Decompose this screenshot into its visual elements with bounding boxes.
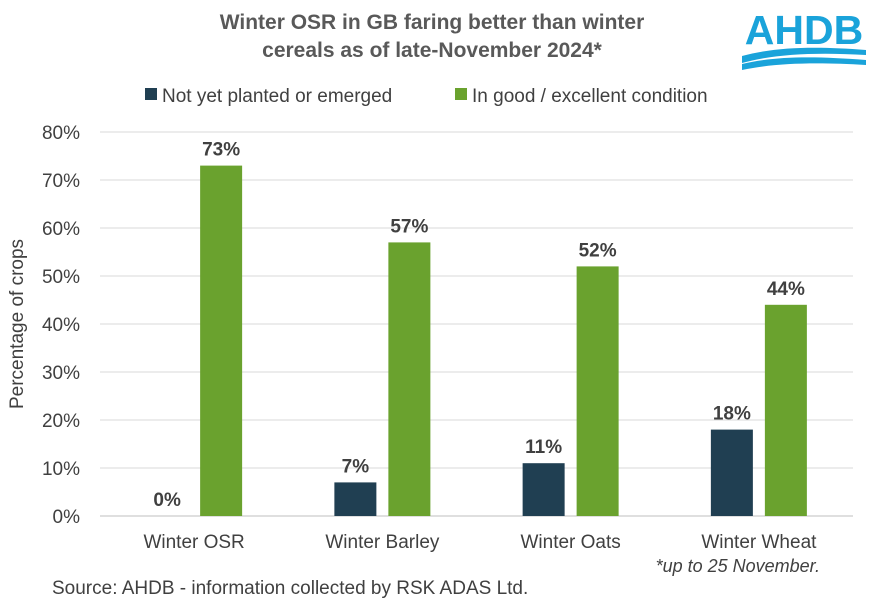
data-label: 7%	[342, 456, 370, 477]
ahdb-logo: AHDB	[742, 7, 866, 70]
data-label: 73%	[202, 140, 240, 161]
legend-label-not-planted: Not yet planted or emerged	[162, 86, 392, 107]
bar-good-condition-winter-barley	[388, 242, 431, 516]
data-label: 57%	[390, 216, 428, 237]
x-tick-label: Winter Oats	[520, 532, 620, 553]
bars	[200, 165, 807, 516]
y-axis-label: Percentage of crops	[7, 239, 28, 409]
data-labels: 0% 73% 7% 57% 11% 52% 18% 44%	[153, 140, 805, 511]
y-tick-label: 20%	[42, 411, 80, 432]
data-label: 0%	[153, 490, 181, 511]
bar-good-condition-winter-oats	[576, 266, 619, 516]
y-axis-ticks: 0% 10% 20% 30% 40% 50% 60% 70% 80%	[42, 123, 80, 528]
bar-not-planted-winter-barley	[334, 482, 377, 516]
footnote: *up to 25 November.	[656, 556, 820, 576]
legend-label-good-condition: In good / excellent condition	[472, 86, 708, 107]
data-label: 11%	[525, 437, 562, 458]
y-tick-label: 60%	[42, 219, 80, 240]
y-tick-label: 80%	[42, 123, 80, 144]
logo-wave-bottom	[742, 57, 866, 70]
legend-swatch-good-condition	[455, 88, 467, 100]
gridlines	[100, 131, 853, 517]
data-label: 52%	[579, 240, 617, 261]
bar-good-condition-winter-osr	[200, 165, 243, 516]
bar-not-planted-winter-wheat	[710, 429, 753, 516]
source-note: Source: AHDB - information collected by …	[52, 578, 528, 599]
bar-not-planted-winter-oats	[522, 463, 565, 516]
y-tick-label: 70%	[42, 171, 80, 192]
x-tick-label: Winter Wheat	[701, 532, 817, 553]
x-tick-label: Winter Barley	[325, 532, 440, 553]
chart-title-line-1: Winter OSR in GB faring better than wint…	[220, 11, 645, 34]
chart-title-line-2: cereals as of late-November 2024*	[262, 39, 603, 62]
legend: Not yet planted or emerged In good / exc…	[145, 86, 708, 107]
x-axis-ticks: Winter OSR Winter Barley Winter Oats Winter…	[143, 532, 817, 553]
legend-swatch-not-planted	[145, 88, 157, 100]
logo-text: AHDB	[745, 7, 863, 53]
y-tick-label: 10%	[42, 459, 80, 480]
x-tick-label: Winter OSR	[143, 532, 244, 553]
y-tick-label: 40%	[42, 315, 80, 336]
data-label: 18%	[713, 404, 751, 425]
bar-good-condition-winter-wheat	[764, 304, 807, 516]
logo-wave-top	[742, 47, 866, 63]
y-tick-label: 50%	[42, 267, 80, 288]
y-tick-label: 30%	[42, 363, 80, 384]
data-label: 44%	[767, 279, 805, 300]
y-tick-label: 0%	[53, 507, 81, 528]
